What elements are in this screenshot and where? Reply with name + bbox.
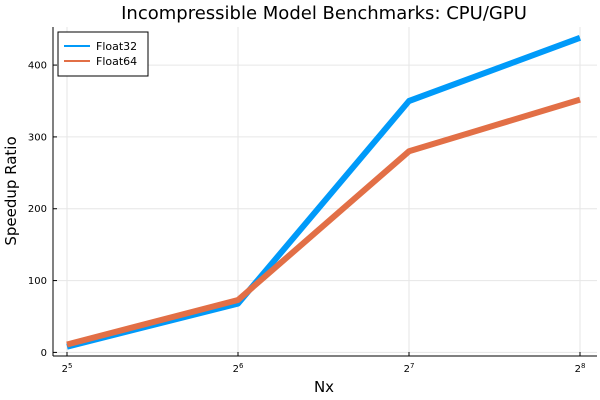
series-group [66, 34, 582, 350]
legend-box [57, 31, 149, 77]
x-tick-label: 25 [62, 362, 73, 375]
legend-label-float32: Float32 [96, 40, 137, 53]
x-tick-label: 27 [404, 362, 415, 375]
series-line-float32 [66, 34, 582, 350]
y-tick-label: 200 [28, 204, 47, 215]
legend: Float32 Float64 [57, 31, 149, 77]
x-tick-label: 28 [575, 362, 586, 375]
x-ticks: 25 26 27 28 [62, 352, 586, 375]
y-axis-label: Speedup Ratio [2, 136, 20, 245]
y-tick-label: 400 [28, 61, 47, 72]
series-line-float64 [66, 96, 581, 348]
y-tick-label: 300 [28, 132, 47, 143]
x-tick-label: 26 [233, 362, 244, 375]
chart-title: Incompressible Model Benchmarks: CPU/GPU [121, 3, 527, 24]
x-axis-label: Nx [314, 378, 334, 396]
legend-label-float64: Float64 [96, 55, 137, 68]
y-tick-label: 0 [41, 348, 47, 359]
y-tick-label: 100 [28, 276, 47, 287]
y-ticks: 0 100 200 300 400 [28, 61, 57, 359]
